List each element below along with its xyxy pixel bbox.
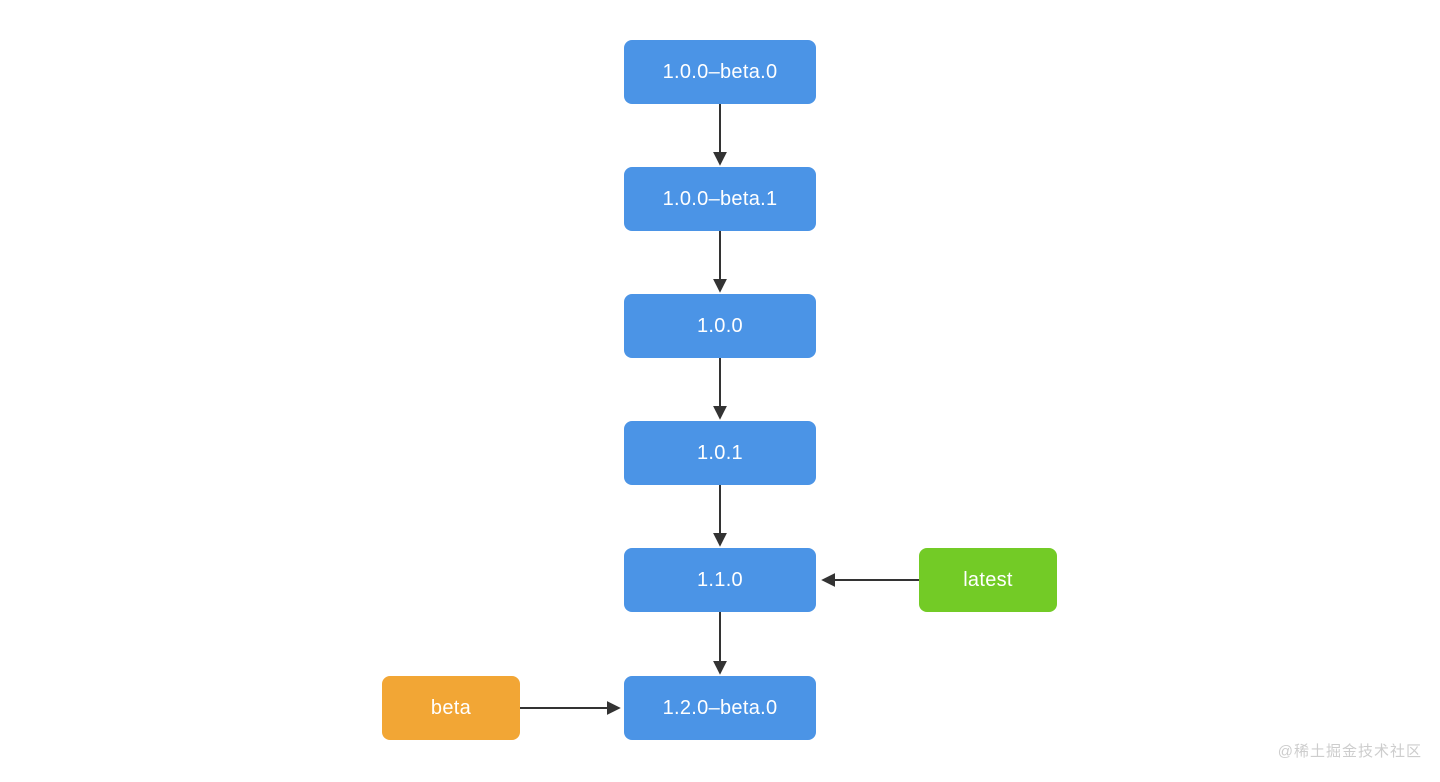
- node-label: 1.2.0–beta.0: [662, 696, 778, 719]
- node-label: 1.0.0–beta.1: [662, 187, 778, 210]
- node-label: 1.0.0–beta.0: [662, 60, 778, 83]
- watermark-text: @稀土掘金技术社区: [1277, 743, 1422, 760]
- node-tag-latest: latest: [919, 548, 1057, 612]
- node-version-1-1-0: 1.1.0: [624, 548, 816, 612]
- node-label: latest: [963, 568, 1013, 591]
- node-tag-beta: beta: [382, 676, 520, 740]
- node-label: 1.1.0: [697, 568, 743, 591]
- node-label: beta: [430, 696, 472, 719]
- node-version-1-0-0-beta-1: 1.0.0–beta.1: [624, 167, 816, 231]
- node-version-1-2-0-beta-0: 1.2.0–beta.0: [624, 676, 816, 740]
- node-version-1-0-0-beta-0: 1.0.0–beta.0: [624, 40, 816, 104]
- node-label: 1.0.1: [697, 441, 743, 464]
- node-version-1-0-0: 1.0.0: [624, 294, 816, 358]
- node-label: 1.0.0: [697, 314, 743, 337]
- node-version-1-0-1: 1.0.1: [624, 421, 816, 485]
